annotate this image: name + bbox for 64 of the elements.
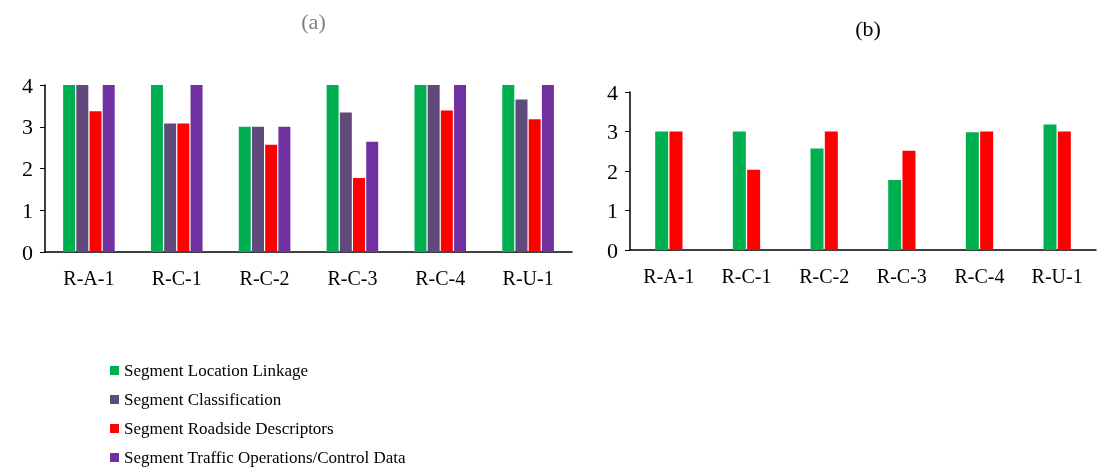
y-tick-label: 0 [607,237,618,263]
bar [238,126,251,252]
bar [669,131,683,250]
y-tick-label: 3 [607,119,618,144]
bar [63,85,76,252]
bar [177,123,190,252]
legend-label: Segment Location Linkage [124,361,309,380]
x-tick-label: R-A-1 [63,267,115,289]
y-tick-label: 2 [607,158,618,184]
bar [541,85,554,252]
y-tick-label: 1 [607,198,618,223]
bar [427,85,440,252]
x-tick-label: R-C-3 [327,267,378,289]
chart-title: (b) [855,15,881,41]
y-tick-label: 3 [22,114,33,140]
x-tick-label: R-U-1 [1031,265,1083,287]
bar [251,126,264,252]
bar [502,85,515,252]
bar [89,111,102,252]
bar [888,180,902,250]
bar [76,85,89,252]
bar [278,126,291,252]
x-tick-label: R-U-1 [502,267,554,289]
bar [980,131,994,250]
bar [150,85,163,252]
bar [902,150,916,250]
bar [339,112,352,252]
bar [824,131,838,250]
bar [164,123,177,252]
x-tick-label: R-C-4 [415,267,466,289]
y-tick-label: 4 [22,72,33,98]
bar [655,131,669,250]
bar [965,132,979,250]
bar [353,178,366,252]
legend-label: Segment Classification [124,390,282,409]
bar [528,119,541,252]
bar [265,144,278,252]
x-tick-label: R-C-2 [239,267,290,289]
bar [326,85,339,252]
bar [1057,131,1071,250]
x-tick-label: R-C-3 [876,265,927,287]
x-tick-label: R-A-1 [643,265,695,287]
bar [515,99,528,252]
bar [454,85,467,252]
bar [1043,124,1057,250]
bar [440,110,453,252]
y-tick-label: 2 [22,156,33,181]
y-tick-label: 0 [22,239,33,265]
x-tick-label: R-C-1 [721,265,772,287]
x-tick-label: R-C-4 [954,265,1005,287]
bar [810,148,824,250]
bar [747,169,761,250]
bar [190,85,203,252]
bar [732,131,746,250]
chart-title: (a) [301,8,326,34]
x-tick-label: R-C-1 [151,267,202,289]
bar [414,85,427,252]
bar [366,141,379,252]
bar [102,85,115,252]
legend-label: Segment Roadside Descriptors [124,419,334,438]
x-tick-label: R-C-2 [799,265,850,287]
y-tick-label: 1 [22,197,33,223]
legend-label: Segment Traffic Operations/Control Data [124,448,407,467]
y-tick-label: 4 [607,79,618,105]
